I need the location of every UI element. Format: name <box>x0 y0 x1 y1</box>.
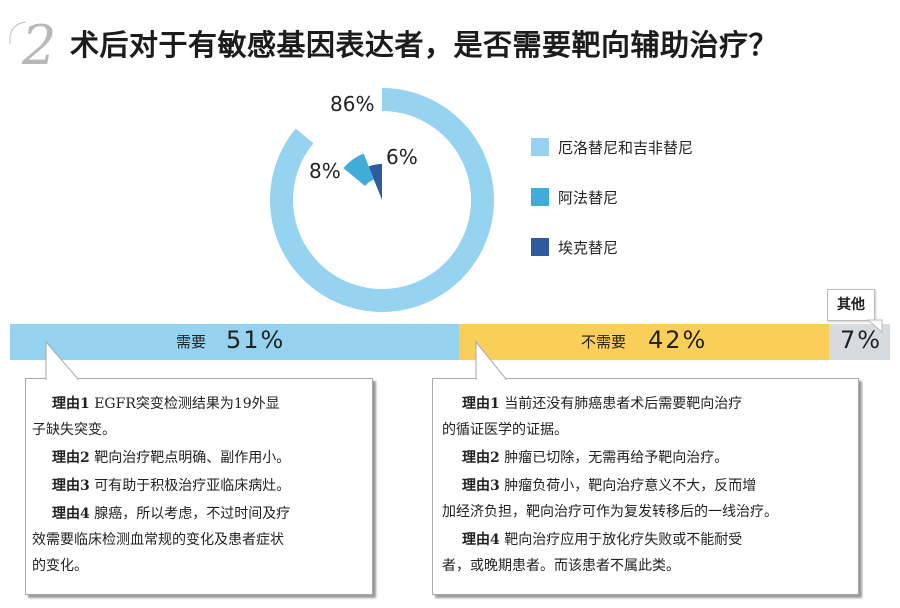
bar-value-need: 51% <box>226 326 286 354</box>
bar-value-other: 7% <box>840 326 883 354</box>
question-title: 术后对于有敏感基因表达者，是否需要靶向辅助治疗？ <box>70 28 779 62</box>
reason-no-need-3-cont: 加经济负担，靶向治疗可作为复发转移后的一线治疗。 <box>442 504 778 520</box>
reason-need-3: 理由3 可有助于积极治疗亚临床病灶。 <box>52 474 362 499</box>
reason-tag: 理由3 <box>52 478 90 494</box>
reason-no-need-2: 理由2 肿瘤已切除，无需再给予靶向治疗。 <box>462 446 852 471</box>
reason-text: 肿瘤已切除，无需再给予靶向治疗。 <box>504 450 729 466</box>
slice-label-erlotinib-gefitinib: 86% <box>330 92 375 116</box>
reason-tag: 理由2 <box>462 450 500 466</box>
reason-need-4-cont2: 的变化。 <box>32 558 88 574</box>
reason-no-need-4: 理由4 靶向治疗应用于放化疗失败或不能耐受 <box>462 528 852 553</box>
reason-need-1: 理由1 EGFR突变检测结果为19外显 <box>52 392 362 417</box>
slice-label-afatinib: 8% <box>309 159 341 183</box>
reason-text: EGFR突变检测结果为19外显 <box>94 396 280 412</box>
reason-no-need-4-cont: 者，或晚期患者。而该患者不属此类。 <box>442 558 680 574</box>
slice-label-icotinib: 6% <box>386 145 418 169</box>
donut-chart <box>270 88 494 312</box>
reasons-no-need-box <box>432 378 859 595</box>
legend-swatch <box>531 138 549 156</box>
slice-afatinib <box>343 153 374 186</box>
legend-label: 厄洛替尼和吉非替尼 <box>558 139 694 157</box>
reason-tag: 理由1 <box>52 396 90 412</box>
reason-need-4: 理由4 腺癌，所以考虑，不过时间及疗 <box>52 502 362 527</box>
reason-text: 肿瘤负荷小，靶向治疗意义不大，反而增 <box>504 478 757 494</box>
reason-tag: 理由4 <box>52 506 90 522</box>
legend-swatch <box>531 188 549 206</box>
reason-no-need-1-cont: 的循证医学的证据。 <box>442 422 568 438</box>
reason-no-need-1: 理由1 当前还没有肺癌患者术后需要靶向治疗 <box>462 392 852 417</box>
other-label-tag: 其他 <box>827 289 875 321</box>
reason-need-4-cont: 效需要临床检测血常规的变化及患者症状 <box>32 532 284 548</box>
bar-segment-need <box>10 324 459 360</box>
legend-swatch <box>531 238 549 256</box>
reason-no-need-3: 理由3 肿瘤负荷小，靶向治疗意义不大，反而增 <box>462 474 852 499</box>
reason-text: 腺癌，所以考虑，不过时间及疗 <box>94 506 291 522</box>
reason-text: 当前还没有肺癌患者术后需要靶向治疗 <box>504 396 743 412</box>
bar-label-need: 需要 <box>176 333 207 351</box>
legend-label: 埃克替尼 <box>558 239 619 257</box>
bar-label-no-need: 不需要 <box>581 333 627 351</box>
legend-label: 阿法替尼 <box>558 189 619 207</box>
reason-need-1-cont: 子缺失突变。 <box>32 422 116 438</box>
reasons-need-box <box>25 378 373 595</box>
reason-need-2: 理由2 靶向治疗靶点明确、副作用小。 <box>52 446 362 471</box>
reason-tag: 理由4 <box>462 532 500 548</box>
reason-text: 可有助于积极治疗亚临床病灶。 <box>94 478 291 494</box>
reason-text: 靶向治疗靶点明确、副作用小。 <box>94 450 291 466</box>
question-number-badge: 2 <box>9 14 56 72</box>
question-number: 2 <box>21 14 56 72</box>
bar-value-no-need: 42% <box>648 326 708 354</box>
bar-segment-no-need <box>459 324 829 360</box>
reason-tag: 理由3 <box>462 478 500 494</box>
reason-text: 靶向治疗应用于放化疗失败或不能耐受 <box>504 532 743 548</box>
slice-icotinib <box>368 164 382 200</box>
reason-tag: 理由2 <box>52 450 90 466</box>
reason-tag: 理由1 <box>462 396 500 412</box>
